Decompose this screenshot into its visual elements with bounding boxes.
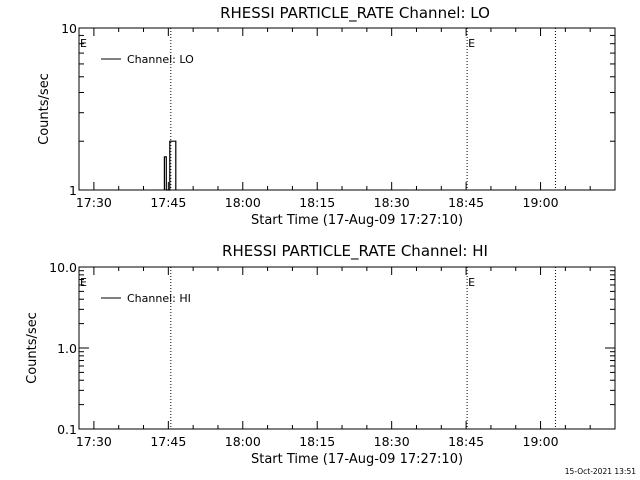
y-tick-label: 10.0 xyxy=(49,260,77,275)
edge-marker-label: E xyxy=(80,276,87,289)
event-marker-label: E xyxy=(468,276,475,289)
legend-label: Channel: HI xyxy=(127,292,191,305)
x-tick-label: 18:45 xyxy=(448,195,484,210)
edge-marker-label: E xyxy=(80,37,87,50)
x-tick-label: 18:00 xyxy=(225,195,261,210)
legend-label: Channel: LO xyxy=(127,53,194,66)
x-tick-label: 18:15 xyxy=(299,434,335,449)
chart-panel-2: RHESSI PARTICLE_RATE Channel: HI 17:30 17:… xyxy=(25,242,616,467)
x-tick-label: 17:30 xyxy=(76,195,112,210)
y-axis-label: Counts/sec xyxy=(25,312,40,384)
chart-panel-1: RHESSI PARTICLE_RATE Channel: LO 17:30 17:… xyxy=(37,4,616,228)
x-axis-label: Start Time (17-Aug-09 17:27:10) xyxy=(251,452,463,467)
x-tick-label: 19:00 xyxy=(523,434,559,449)
footer-timestamp: 15-Oct-2021 13:51 xyxy=(565,467,636,476)
x-tick-label: 17:45 xyxy=(150,434,186,449)
x-tick-label: 18:15 xyxy=(299,195,335,210)
x-tick-label: 18:30 xyxy=(374,195,410,210)
event-marker-label: E xyxy=(468,37,475,50)
plot-frame xyxy=(78,27,616,191)
x-tick-label: 17:30 xyxy=(76,434,112,449)
x-tick-label: 18:00 xyxy=(225,434,261,449)
x-tick-label: 17:45 xyxy=(150,195,186,210)
chart-title: RHESSI PARTICLE_RATE Channel: LO xyxy=(220,4,490,23)
y-tick-label: 10 xyxy=(61,21,77,36)
x-axis-label: Start Time (17-Aug-09 17:27:10) xyxy=(251,213,463,228)
y-tick-label: 1.0 xyxy=(57,341,77,356)
series-line xyxy=(163,140,177,191)
y-tick-label: 0.1 xyxy=(57,422,77,437)
chart-title: RHESSI PARTICLE_RATE Channel: HI xyxy=(222,242,488,261)
x-tick-label: 18:45 xyxy=(448,434,484,449)
y-axis-label: Counts/sec xyxy=(37,73,52,145)
x-tick-label: 19:00 xyxy=(523,195,559,210)
y-tick-label: 1 xyxy=(69,183,77,198)
x-tick-label: 18:30 xyxy=(374,434,410,449)
